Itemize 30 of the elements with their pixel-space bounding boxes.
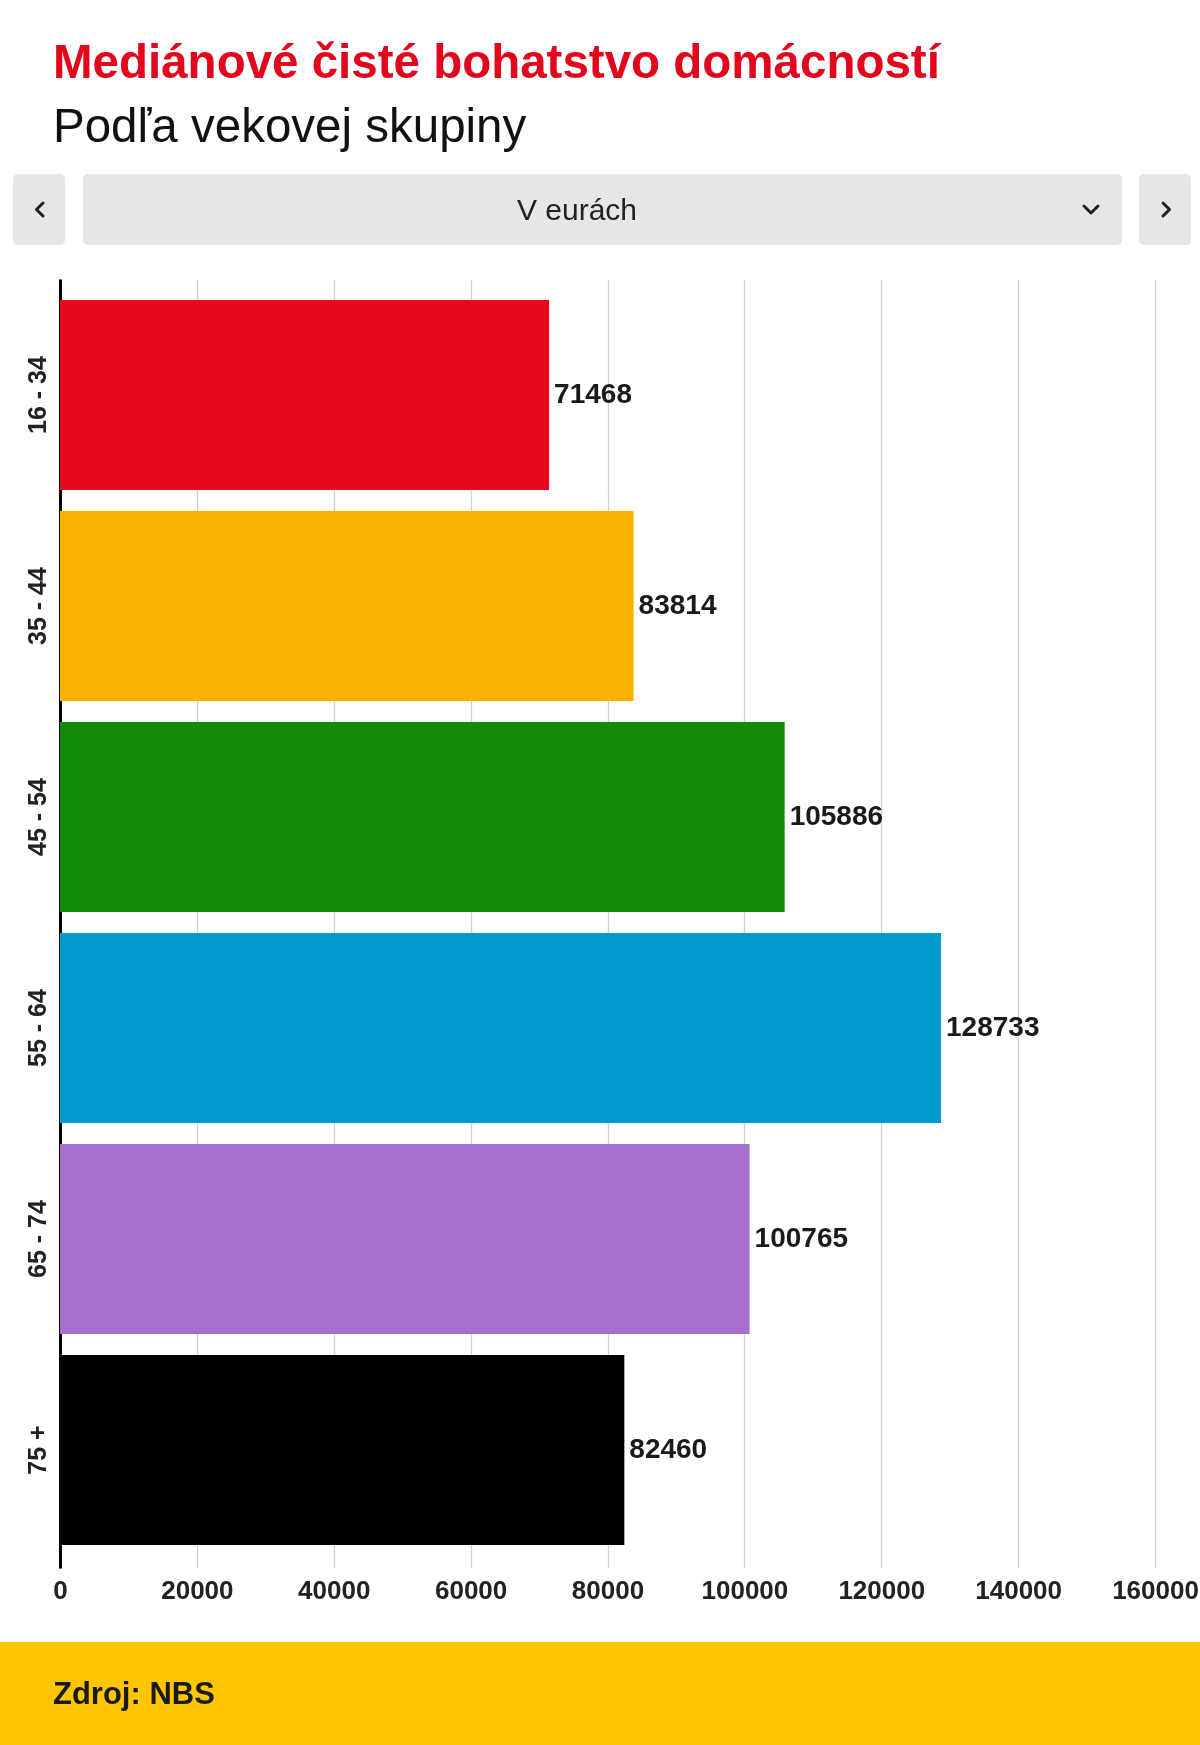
- x-tick-label: 20000: [161, 1574, 234, 1605]
- select-field: V eurách: [83, 174, 1122, 245]
- y-tick-label: 55 - 64: [22, 988, 51, 1067]
- y-tick-label: 35 - 44: [22, 566, 51, 645]
- x-tick-label: 140000: [975, 1574, 1063, 1605]
- data-label: 71468: [554, 378, 632, 409]
- y-tick-label: 75 +: [22, 1425, 51, 1475]
- bar: [60, 1143, 750, 1334]
- x-tick-label: 120000: [838, 1574, 926, 1605]
- bar: [60, 299, 550, 490]
- y-tick-label: 16 - 34: [22, 355, 51, 434]
- data-label: 82460: [629, 1432, 708, 1464]
- x-tick-label: 40000: [298, 1574, 371, 1605]
- bar: [60, 510, 634, 701]
- chart-subtitle: Podľa vekovej skupiny: [53, 99, 527, 152]
- x-tick-label: 100000: [701, 1574, 789, 1605]
- x-tick-label: 160000: [1112, 1574, 1199, 1605]
- data-label: 83814: [638, 588, 717, 620]
- x-tick-label: 0: [53, 1574, 68, 1605]
- bar: [60, 721, 785, 912]
- y-tick-label: 45 - 54: [22, 777, 51, 856]
- data-label: 100765: [754, 1221, 849, 1253]
- x-tick-label: 60000: [434, 1574, 508, 1605]
- data-label: 105886: [789, 799, 884, 831]
- y-tick-label: 65 - 74: [22, 1199, 51, 1278]
- chart-title: Mediánové čisté bohatstvo domácností: [53, 35, 940, 88]
- bar: [60, 932, 942, 1123]
- text: Zdroj: NBS: [53, 1676, 215, 1711]
- x-tick-label: 80000: [571, 1574, 645, 1605]
- data-label: 128733: [946, 1010, 1040, 1042]
